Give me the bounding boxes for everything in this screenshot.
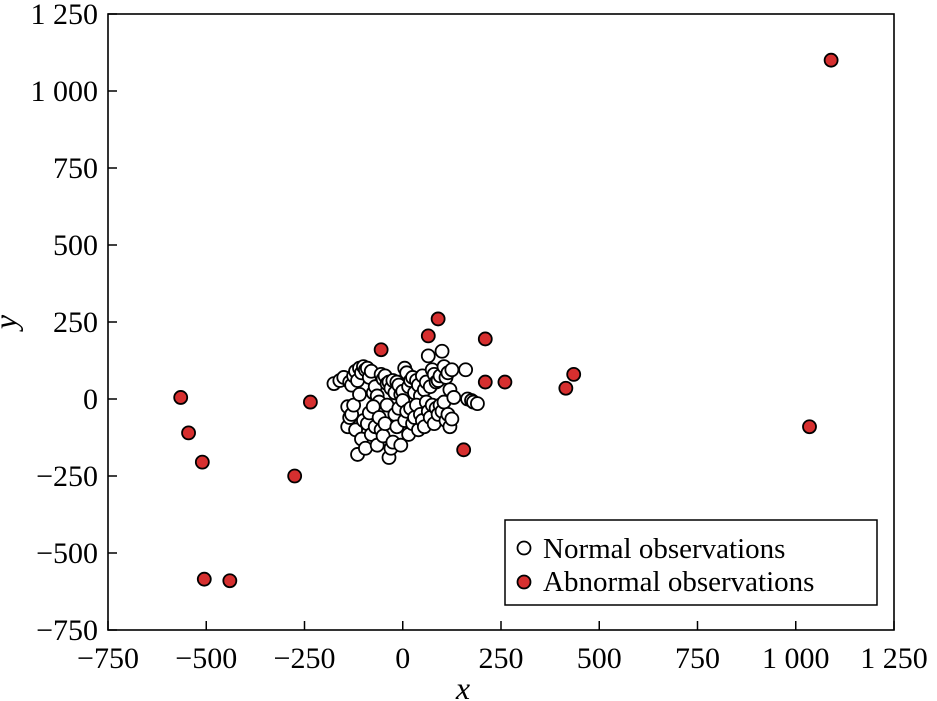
y-tick-label: 250 — [53, 306, 98, 339]
normal-point — [434, 343, 450, 359]
y-axis-title: y — [0, 314, 23, 332]
y-tick-label: −250 — [36, 460, 98, 493]
abnormal-point — [173, 390, 189, 405]
abnormal-point — [420, 328, 436, 344]
x-axis: −750 −500 −250 0 250 500 750 1 000 1 250 — [77, 621, 928, 675]
abnormal-point — [456, 442, 472, 458]
x-tick-label: 500 — [577, 642, 622, 675]
abnormal-point — [430, 311, 446, 327]
legend-marker-abnormal — [516, 574, 532, 590]
abnormal-point — [373, 342, 389, 358]
y-tick-label: −500 — [36, 537, 98, 570]
x-axis-title: x — [455, 670, 470, 701]
legend-label-normal: Normal observations — [543, 533, 785, 565]
y-tick-label: 1 000 — [31, 75, 99, 108]
normal-point — [446, 390, 462, 405]
x-tick-label: −250 — [274, 642, 336, 675]
abnormal-point — [566, 366, 582, 382]
normal-point — [352, 386, 367, 402]
normal-point — [420, 348, 436, 364]
x-tick-label: 1 250 — [860, 642, 928, 675]
x-tick-label: 250 — [479, 642, 524, 675]
abnormal-point — [477, 331, 493, 347]
abnormal-point — [823, 52, 839, 68]
x-tick-label: 0 — [395, 642, 410, 675]
legend: Normal observations Abnormal observation… — [504, 519, 878, 606]
abnormal-point — [558, 380, 574, 396]
y-axis: −750 −500 −250 0 250 500 750 1 000 1 250 — [31, 0, 117, 647]
abnormal-point — [287, 468, 303, 484]
y-tick-label: 750 — [53, 152, 98, 185]
data-points — [173, 52, 839, 589]
abnormal-point — [497, 374, 513, 390]
abnormal-point — [802, 419, 817, 435]
x-tick-label: −750 — [77, 642, 139, 675]
abnormal-point — [196, 571, 212, 587]
normal-point — [458, 362, 474, 378]
legend-label-abnormal: Abnormal observations — [543, 566, 814, 598]
normal-point — [470, 396, 485, 412]
y-tick-label: 0 — [83, 383, 98, 416]
normal-point — [444, 362, 460, 378]
abnormal-point — [194, 454, 210, 470]
abnormal-point — [181, 425, 196, 441]
abnormal-point — [222, 573, 238, 589]
y-tick-label: 1 250 — [31, 0, 99, 31]
y-tick-label: 500 — [53, 229, 98, 262]
legend-box — [504, 519, 878, 606]
normal-point — [444, 411, 460, 427]
y-tick-label: −750 — [36, 614, 98, 647]
x-tick-label: −500 — [175, 642, 237, 675]
x-tick-label: 1 000 — [762, 642, 830, 675]
normal-point — [393, 437, 409, 453]
abnormal-point — [302, 394, 318, 410]
x-tick-label: 750 — [675, 642, 720, 675]
abnormal-point — [477, 374, 493, 390]
legend-marker-normal — [516, 540, 532, 556]
